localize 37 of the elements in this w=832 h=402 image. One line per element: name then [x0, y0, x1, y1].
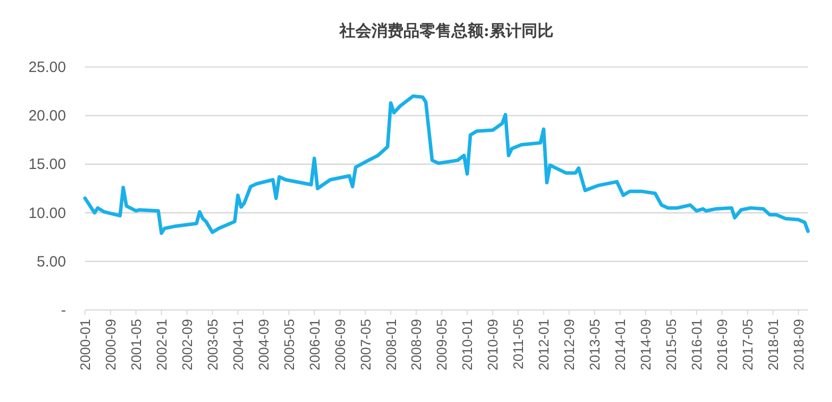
x-tick-label: 2007-05	[357, 318, 374, 370]
x-tick-label: 2014-09	[638, 318, 654, 370]
x-tick-label: 2001-05	[128, 318, 144, 370]
x-tick-label: 2000-09	[102, 318, 118, 370]
x-tick-label: 2004-01	[230, 318, 246, 370]
x-tick-label: 2009-05	[434, 318, 450, 370]
x-tick-label: 2004-09	[255, 318, 272, 370]
y-tick-label: 20.00	[28, 108, 66, 125]
x-tick-label: 2016-09	[714, 318, 730, 370]
x-tick-label: 2000-01	[77, 318, 93, 370]
x-tick-label: 2013-05	[586, 318, 603, 370]
x-tick-label: 2010-01	[459, 318, 476, 370]
x-tick-label: 2006-09	[332, 318, 348, 370]
x-tick-label: 2005-05	[280, 318, 297, 370]
x-tick-label: 2014-01	[612, 318, 628, 370]
x-tick-label: 2012-01	[536, 318, 552, 370]
x-tick-label: 2010-09	[484, 318, 501, 370]
x-tick-label: 2018-09	[790, 318, 806, 370]
line-series	[83, 94, 810, 235]
y-tick-label: 15.00	[28, 156, 66, 174]
y-tick-label: 5.00	[36, 253, 66, 270]
chart-title: 社会消费品零售总额:累计同比	[338, 21, 554, 40]
y-tick-label: -	[61, 302, 66, 319]
y-tick-label: 25.00	[28, 59, 66, 76]
x-tick-label: 2008-09	[408, 318, 424, 370]
x-tick-label: 2018-01	[764, 318, 781, 370]
x-tick-label: 2002-09	[178, 318, 195, 370]
y-tick-label: 10.00	[28, 204, 66, 222]
x-tick-label: 2016-01	[688, 318, 705, 370]
x-tick-label: 2011-05	[510, 318, 526, 370]
x-tick-label: 2003-05	[204, 318, 220, 370]
x-tick-label: 2017-05	[739, 318, 756, 370]
x-tick-label: 2006-01	[306, 318, 322, 370]
x-tick-label: 2008-01	[382, 318, 399, 370]
x-tick-label: 2002-01	[153, 318, 170, 370]
x-tick-label: 2012-09	[561, 318, 578, 370]
x-tick-label: 2015-05	[663, 318, 680, 370]
